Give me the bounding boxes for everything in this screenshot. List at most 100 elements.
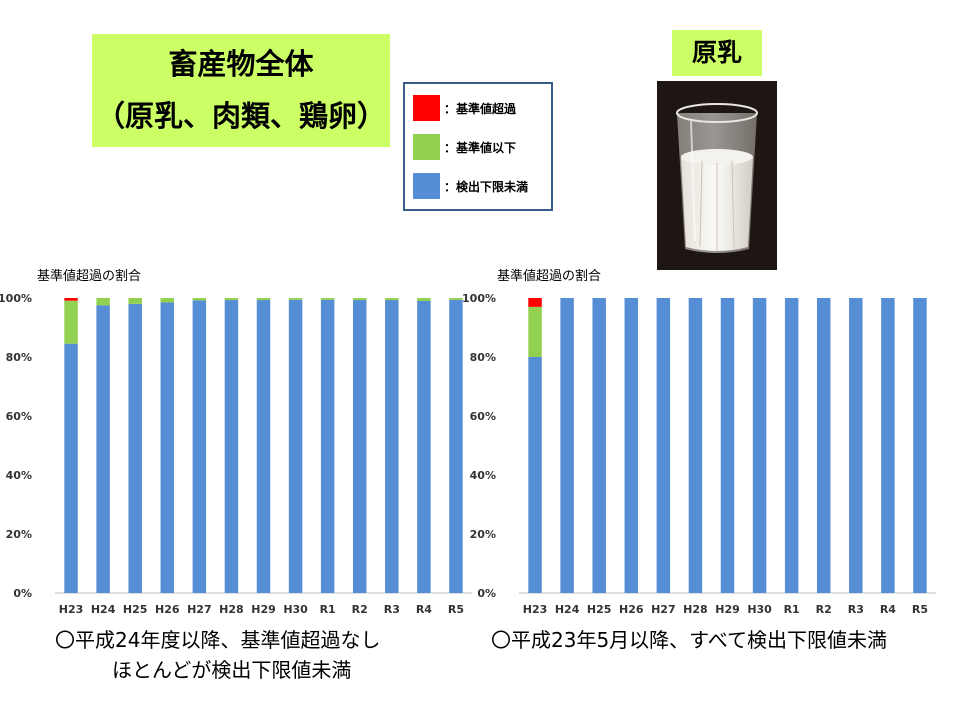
right-chart-x-tick-R2: R2 — [816, 603, 832, 616]
right-chart: 0% 20% 40% 60% 80% 100% H23 H24 H25 H26 H27 H28 H29 H… — [462, 292, 936, 616]
right-chart-bar-H28-series-0 — [688, 298, 703, 593]
right-chart-bar-R5-series-0 — [913, 298, 927, 593]
left-chart-x-tick-H26: H26 — [155, 603, 180, 616]
left-chart-bar-H27-series-0 — [192, 300, 207, 593]
left-chart-bar-R5-series-1 — [449, 298, 463, 300]
left-chart-x-tick-R4: R4 — [416, 603, 432, 616]
left-chart-x-tick-H23: H23 — [59, 603, 84, 616]
title-line2: （原乳、肉類、鶏卵） — [95, 99, 386, 133]
right-chart-x-tick-H24: H24 — [555, 603, 580, 616]
right-chart-x-tick-H26: H26 — [619, 603, 644, 616]
right-chart-x-tick-H28: H28 — [683, 603, 708, 616]
left-chart-bar-H29-series-0 — [256, 300, 271, 593]
right-chart-bar-H23-series-0 — [528, 357, 542, 593]
right-chart-x-tick-H29: H29 — [715, 603, 740, 616]
left-chart-x-tick-H27: H27 — [187, 603, 212, 616]
right-chart-x-tick-R3: R3 — [848, 603, 864, 616]
right-chart-y-tick: 100% — [462, 292, 496, 305]
left-chart-bar-H24-series-0 — [96, 305, 110, 593]
left-chart-x-tick-R3: R3 — [384, 603, 400, 616]
left-chart-bar-R2-series-1 — [352, 298, 367, 301]
left-chart-y-tick: 100% — [0, 292, 32, 305]
legend-swatch-below — [413, 134, 440, 160]
left-chart-bar-R4-series-1 — [417, 298, 431, 301]
right-chart-bar-H27-series-0 — [656, 298, 671, 593]
right-chart-y-tick: 80% — [470, 351, 496, 364]
right-chart-x-tick-H23: H23 — [523, 603, 548, 616]
left-chart-bar-H26-series-1 — [160, 298, 175, 303]
legend-item-undetected: ：検出下限未満 — [413, 173, 528, 199]
right-chart-y-tick: 20% — [470, 528, 496, 541]
right-chart-bar-R4-series-0 — [881, 298, 895, 593]
right-chart-y-tick: 60% — [470, 410, 496, 423]
left-chart-bar-H30-series-1 — [288, 298, 303, 300]
legend-label-exceed: ：基準値超過 — [444, 101, 517, 116]
left-chart-x-tick-R5: R5 — [448, 603, 464, 616]
right-chart-bar-R3-series-0 — [849, 298, 863, 593]
title-line1: 畜産物全体 — [168, 47, 314, 81]
left-chart-y-tick: 60% — [6, 410, 32, 423]
left-chart-x-tick-H24: H24 — [91, 603, 116, 616]
title-box: 畜産物全体 （原乳、肉類、鶏卵） — [92, 34, 390, 147]
legend-label-below: ：基準値以下 — [444, 140, 517, 155]
right-chart-bar-H26-series-0 — [624, 298, 639, 593]
left-chart-title: 基準値超過の割合 — [37, 269, 142, 284]
legend-item-below: ：基準値以下 — [413, 134, 516, 160]
left-note-line1: 〇平成24年度以降、基準値超過なし — [55, 628, 381, 652]
left-chart-y-tick: 80% — [6, 351, 32, 364]
left-chart-x-tick-H30: H30 — [283, 603, 308, 616]
left-chart-x-tick-R1: R1 — [320, 603, 336, 616]
right-chart-x-tick-H30: H30 — [747, 603, 772, 616]
legend-swatch-exceed — [413, 95, 440, 121]
right-chart-x-tick-H27: H27 — [651, 603, 676, 616]
right-chart-bar-H25-series-0 — [592, 298, 606, 593]
milk-glass-photo — [657, 81, 777, 270]
right-chart-x-tick-R5: R5 — [912, 603, 928, 616]
right-chart-bar-R2-series-0 — [816, 298, 831, 593]
left-chart-y-tick: 40% — [6, 469, 32, 482]
left-chart-bar-R1-series-1 — [320, 298, 335, 300]
left-chart-y-tick: 20% — [6, 528, 32, 541]
right-chart-bar-R1-series-0 — [784, 298, 799, 593]
left-chart-bar-H26-series-0 — [160, 302, 175, 593]
left-chart-bar-R3-series-1 — [385, 298, 399, 301]
left-chart: 0% 20% 40% 60% 80% 100% H23 H24 H25 H26 H27 H28 H29 H… — [0, 292, 472, 616]
left-chart-x-tick-H29: H29 — [251, 603, 276, 616]
left-chart-bar-H25-series-1 — [128, 298, 142, 304]
left-chart-bar-H28-series-0 — [224, 300, 239, 593]
left-note-line2: ほとんどが検出下限値未満 — [112, 658, 352, 682]
right-chart-x-tick-R4: R4 — [880, 603, 896, 616]
left-chart-x-tick-H25: H25 — [123, 603, 148, 616]
left-chart-bar-H24-series-1 — [96, 298, 110, 306]
left-chart-bar-R4-series-0 — [417, 300, 431, 593]
left-chart-bar-R3-series-0 — [385, 300, 399, 593]
milk-glass-icon — [657, 81, 777, 270]
left-chart-y-tick: 0% — [13, 587, 32, 600]
right-chart-bar-H24-series-0 — [560, 298, 574, 593]
left-chart-bar-H23-series-1 — [64, 300, 78, 344]
left-chart-bar-R5-series-0 — [449, 299, 463, 593]
left-chart-x-tick-R2: R2 — [352, 603, 368, 616]
left-chart-x-tick-H28: H28 — [219, 603, 244, 616]
left-chart-bar-H28-series-1 — [224, 298, 239, 301]
right-chart-x-tick-R1: R1 — [784, 603, 800, 616]
left-chart-bar-H23-series-2 — [64, 298, 78, 301]
legend-item-exceed: ：基準値超過 — [413, 95, 516, 121]
right-chart-y-tick: 0% — [477, 587, 496, 600]
left-chart-bar-R2-series-0 — [352, 300, 367, 593]
milk-label: 原乳 — [672, 30, 762, 76]
left-chart-bar-H23-series-0 — [64, 343, 78, 593]
right-chart-bar-H23-series-1 — [528, 306, 542, 357]
left-chart-bar-H30-series-0 — [288, 299, 303, 593]
right-chart-bar-H29-series-0 — [720, 298, 735, 593]
legend: ：基準値超過 ：基準値以下 ：検出下限未満 — [403, 82, 553, 211]
left-chart-bar-H27-series-1 — [192, 298, 207, 301]
right-chart-x-tick-H25: H25 — [587, 603, 612, 616]
left-chart-bar-H25-series-0 — [128, 303, 142, 593]
left-chart-bar-H29-series-1 — [256, 298, 271, 301]
left-chart-bar-R1-series-0 — [320, 299, 335, 593]
right-chart-title: 基準値超過の割合 — [497, 269, 602, 284]
right-note-line1: 〇平成23年5月以降、すべて検出下限値未満 — [491, 628, 887, 652]
legend-swatch-undetected — [413, 173, 440, 199]
legend-label-undetected: ：検出下限未満 — [444, 179, 529, 194]
